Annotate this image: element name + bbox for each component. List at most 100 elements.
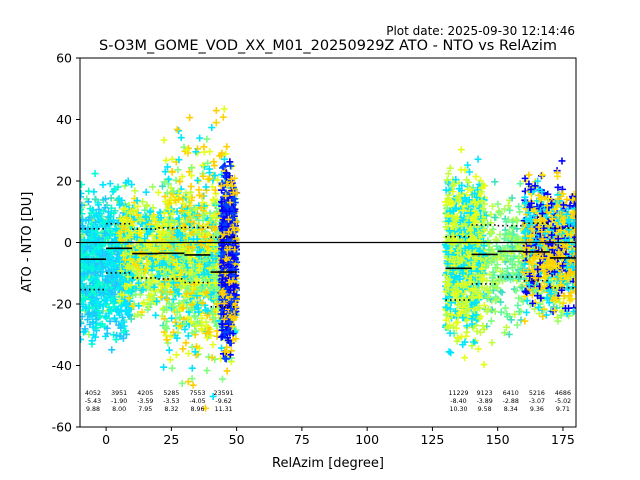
- scatter-point: [80, 313, 86, 321]
- scatter-point: [96, 302, 104, 310]
- scatter-point: [96, 312, 104, 320]
- scatter-point: [101, 297, 109, 305]
- scatter-point: [114, 305, 122, 313]
- scatter-point: [80, 181, 85, 189]
- scatter-point: [91, 170, 99, 178]
- scatter-point: [157, 214, 165, 222]
- scatter-point: [87, 209, 95, 217]
- scatter-point: [98, 260, 106, 268]
- scatter-point: [107, 194, 115, 202]
- scatter-point: [94, 243, 102, 251]
- scatter-point: [154, 188, 162, 196]
- scatter-point: [118, 306, 126, 314]
- scatter-point: [147, 207, 155, 215]
- scatter-point: [89, 206, 97, 214]
- scatter-point: [153, 297, 161, 305]
- scatter-point: [80, 335, 85, 343]
- scatter-point: [116, 201, 124, 209]
- scatter-point: [135, 302, 143, 310]
- scatter-point: [108, 230, 116, 238]
- scatter-point: [102, 195, 110, 203]
- scatter-point: [141, 206, 149, 214]
- scatter-point: [122, 330, 130, 338]
- scatter-point: [110, 216, 118, 224]
- scatter-point: [133, 269, 141, 277]
- scatter-point: [145, 259, 153, 267]
- scatter-point: [147, 300, 155, 308]
- scatter-point: [102, 251, 110, 259]
- scatter-point: [115, 321, 123, 329]
- scatter-point: [84, 288, 92, 296]
- chart-title: S-O3M_GOME_VOD_XX_M01_20250929Z ATO - NT…: [99, 38, 557, 54]
- scatter-point: [139, 198, 147, 206]
- scatter-point: [124, 310, 132, 318]
- scatter-point: [149, 183, 157, 191]
- scatter-point: [80, 286, 87, 294]
- scatter-point: [91, 297, 99, 305]
- scatter-point: [106, 259, 114, 267]
- scatter-point: [128, 181, 136, 189]
- scatter-point: [131, 187, 139, 195]
- plot-date: Plot date: 2025-09-30 12:14:46: [386, 24, 575, 38]
- scatter-point: [80, 320, 85, 328]
- scatter-point: [138, 308, 146, 316]
- scatter-point: [101, 229, 109, 237]
- scatter-point: [80, 242, 87, 250]
- scatter-point: [120, 318, 128, 326]
- scatter-point: [80, 189, 85, 197]
- scatter-point: [85, 198, 93, 206]
- scatter-point: [97, 282, 105, 290]
- scatter-point: [85, 187, 93, 195]
- scatter-point: [100, 240, 108, 248]
- scatter-point: [91, 233, 99, 241]
- scatter-point: [111, 282, 119, 290]
- scatter-point: [84, 258, 92, 266]
- scatter-point: [82, 304, 90, 312]
- scatter-point: [90, 308, 98, 316]
- scatter-point: [87, 220, 95, 228]
- scatter-point: [84, 269, 92, 277]
- scatter-point: [80, 328, 88, 336]
- scatter-point: [149, 262, 157, 270]
- scatter-point: [92, 211, 100, 219]
- scatter-point: [110, 220, 118, 228]
- scatter-points: [80, 105, 576, 412]
- scatter-point: [105, 245, 113, 253]
- scatter-point: [108, 254, 116, 262]
- scatter-point: [105, 292, 113, 300]
- scatter-point: [110, 186, 118, 194]
- scatter-point: [127, 281, 135, 289]
- scatter-point: [89, 323, 97, 331]
- scatter-point: [100, 207, 108, 215]
- scatter-point: [92, 218, 100, 226]
- scatter-point: [110, 290, 118, 298]
- scatter-point: [129, 302, 137, 310]
- scatter-point: [110, 262, 118, 270]
- scatter-point: [143, 202, 151, 210]
- scatter-point: [106, 306, 114, 314]
- scatter-point: [91, 269, 99, 277]
- scatter-point: [133, 197, 141, 205]
- scatter-point: [95, 205, 103, 213]
- scatter-point: [81, 325, 89, 333]
- scatter-point: [136, 291, 144, 299]
- scatter-point: [85, 216, 93, 224]
- scatter-point: [119, 205, 127, 213]
- scatter-point: [88, 265, 96, 273]
- scatter-point: [110, 209, 118, 217]
- scatter-point: [111, 314, 119, 322]
- scatter-point: [99, 263, 107, 271]
- scatter-point: [88, 293, 96, 301]
- scatter-point: [118, 196, 126, 204]
- scatter-point: [127, 315, 135, 323]
- scatter-point: [140, 299, 148, 307]
- scatter-point: [80, 270, 88, 278]
- scatter-point: [116, 283, 124, 291]
- scatter-point: [108, 273, 116, 281]
- scatter-point: [90, 229, 98, 237]
- scatter-point: [129, 221, 137, 229]
- scatter-point: [117, 332, 125, 340]
- scatter-point: [83, 228, 91, 236]
- scatter-point: [80, 252, 85, 260]
